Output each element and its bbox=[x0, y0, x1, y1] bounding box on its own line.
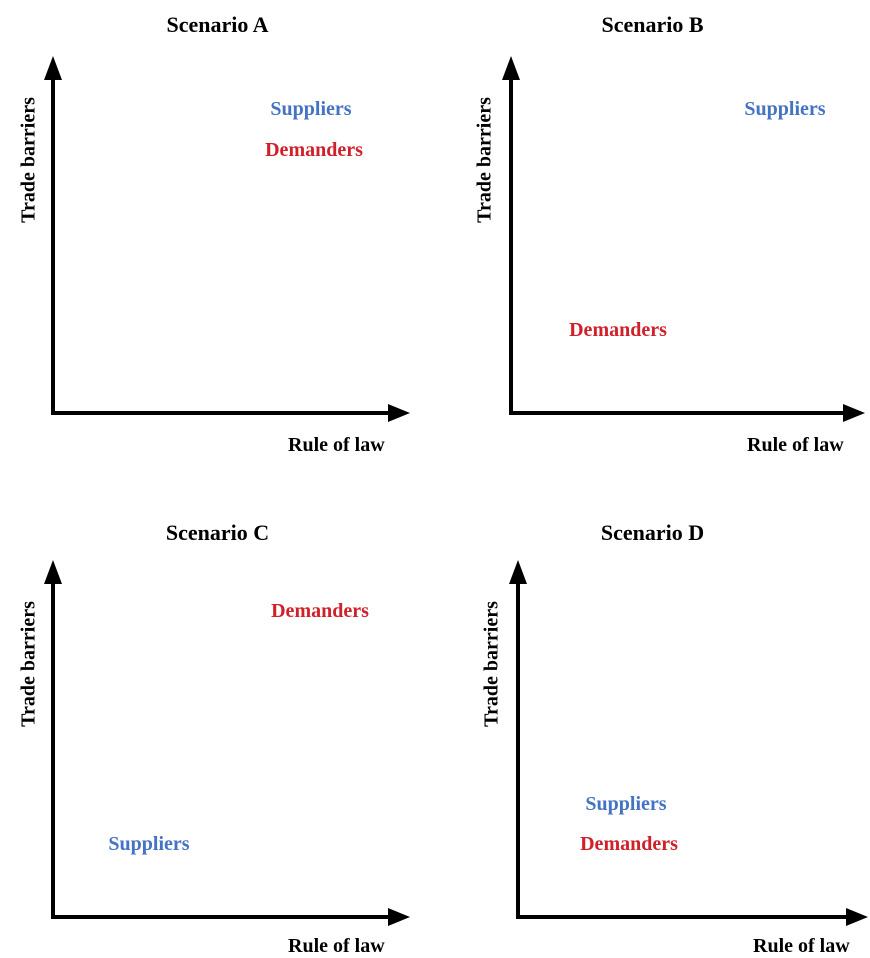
x-axis-label: Rule of law bbox=[288, 434, 385, 456]
x-axis-label: Rule of law bbox=[747, 434, 844, 456]
scenario-a-axes bbox=[44, 56, 410, 422]
scenario-b-axes bbox=[502, 56, 865, 422]
x-axis-arrowhead bbox=[846, 908, 868, 926]
scenario-b-title: Scenario B bbox=[601, 12, 704, 37]
demanders-label: Demanders bbox=[569, 319, 667, 341]
y-axis-arrowhead bbox=[502, 56, 520, 80]
y-axis-arrowhead bbox=[44, 56, 62, 80]
scenario-d-panel: Scenario D Trade barriers Rule of law Su… bbox=[435, 479, 870, 958]
suppliers-label: Suppliers bbox=[270, 98, 352, 120]
y-axis-label: Trade barriers bbox=[17, 97, 40, 223]
y-axis-label: Trade barriers bbox=[480, 601, 503, 727]
demanders-label: Demanders bbox=[580, 833, 678, 855]
y-axis-label: Trade barriers bbox=[473, 97, 496, 223]
suppliers-label: Suppliers bbox=[585, 793, 667, 815]
scenario-b-panel: Scenario B Trade barriers Rule of law Su… bbox=[435, 0, 870, 479]
x-axis-label: Rule of law bbox=[753, 935, 850, 957]
scenario-c-axes bbox=[44, 560, 410, 926]
y-axis-arrowhead bbox=[509, 560, 527, 584]
scenario-a-panel: Scenario A Trade barriers Rule of law Su… bbox=[0, 0, 435, 479]
scenario-c-panel: Scenario C Trade barriers Rule of law De… bbox=[0, 479, 435, 958]
y-axis-label: Trade barriers bbox=[17, 601, 40, 727]
scenario-d-title: Scenario D bbox=[600, 520, 705, 545]
x-axis-arrowhead bbox=[843, 404, 865, 422]
x-axis-arrowhead bbox=[388, 404, 410, 422]
suppliers-label: Suppliers bbox=[108, 833, 190, 855]
scenario-c-title: Scenario C bbox=[165, 520, 270, 545]
scenario-a-title: Scenario A bbox=[166, 12, 269, 37]
y-axis-arrowhead bbox=[44, 560, 62, 584]
x-axis-arrowhead bbox=[388, 908, 410, 926]
scenario-d-axes bbox=[509, 560, 868, 926]
demanders-label: Demanders bbox=[265, 139, 363, 161]
x-axis-label: Rule of law bbox=[288, 935, 385, 957]
demanders-label: Demanders bbox=[271, 600, 369, 622]
suppliers-label: Suppliers bbox=[744, 98, 826, 120]
